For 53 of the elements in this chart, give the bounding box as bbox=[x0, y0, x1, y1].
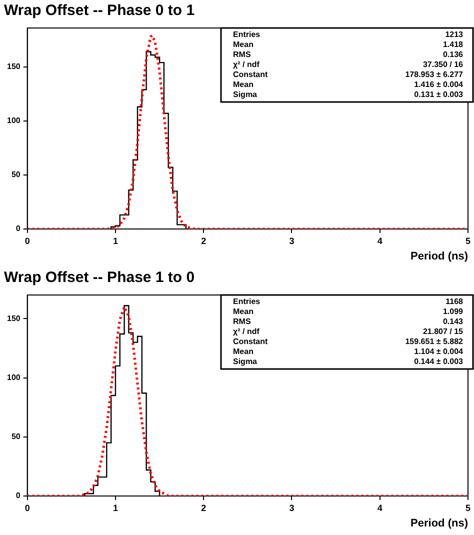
y-tick-label: 100 bbox=[6, 372, 21, 382]
x-axis-title: Period (ns) bbox=[410, 250, 468, 262]
annotation: Constant bbox=[233, 337, 268, 346]
y-tick-label: 50 bbox=[11, 170, 21, 180]
annotation: Sigma bbox=[233, 357, 258, 366]
x-axis-title: Period (ns) bbox=[410, 517, 468, 530]
y-tick-label: 0 bbox=[16, 224, 21, 234]
annotation: 0.131 ± 0.003 bbox=[414, 90, 464, 100]
annotation: 21.807 / 15 bbox=[422, 327, 464, 336]
annotation: 1.099 bbox=[442, 307, 464, 316]
x-tick-label: 5 bbox=[465, 236, 471, 246]
chart-title: Wrap Offset -- Phase 1 to 0 bbox=[4, 269, 195, 286]
y-tick-label: 150 bbox=[6, 314, 21, 323]
x-tick-label: 2 bbox=[201, 502, 206, 513]
x-tick-label: 4 bbox=[377, 502, 382, 513]
annotation: 1.104 ± 0.004 bbox=[414, 347, 464, 356]
annotation: 0.144 ± 0.003 bbox=[414, 357, 464, 366]
x-tick-label: 4 bbox=[377, 236, 382, 246]
y-tick-label: 50 bbox=[11, 432, 21, 442]
annotation: RMS bbox=[233, 50, 252, 60]
annotation: χ² / ndf bbox=[233, 60, 260, 70]
annotation: 159.651 ± 5.882 bbox=[405, 337, 464, 346]
annotation: 1168 bbox=[446, 297, 464, 306]
annotation: Mean bbox=[233, 307, 254, 316]
annotation: Mean bbox=[233, 347, 254, 356]
x-tick-label: 5 bbox=[465, 502, 471, 513]
annotation: 0.136 bbox=[442, 50, 464, 60]
x-tick-label: 3 bbox=[289, 236, 294, 246]
y-tick-label: 150 bbox=[6, 62, 21, 72]
annotation: 1.418 bbox=[442, 40, 464, 50]
annotation: 0.143 bbox=[442, 317, 464, 326]
x-tick-label: 1 bbox=[112, 236, 118, 246]
y-tick-label: 0 bbox=[16, 491, 21, 500]
annotation: Mean bbox=[233, 40, 254, 50]
x-tick-label: 0 bbox=[24, 502, 30, 513]
annotation: Sigma bbox=[233, 90, 258, 100]
annotation: χ² / ndf bbox=[233, 327, 260, 336]
annotation: RMS bbox=[233, 317, 252, 326]
x-tick-label: 3 bbox=[289, 502, 294, 513]
annotation: Constant bbox=[233, 70, 268, 80]
x-tick-label: 1 bbox=[112, 502, 118, 513]
annotation: Entries bbox=[233, 297, 261, 306]
y-tick-label: 100 bbox=[6, 116, 21, 126]
x-tick-label: 0 bbox=[24, 236, 30, 246]
annotation: 37.350 / 16 bbox=[422, 60, 464, 70]
chart-title: Wrap Offset -- Phase 0 to 1 bbox=[4, 2, 195, 20]
annotation: Mean bbox=[233, 80, 254, 90]
x-tick-label: 2 bbox=[201, 236, 206, 246]
line-series bbox=[27, 306, 468, 496]
annotation: 1.416 ± 0.004 bbox=[414, 80, 464, 90]
annotation: 178.953 ± 6.277 bbox=[405, 70, 464, 80]
annotation: 1213 bbox=[445, 30, 464, 40]
annotation: Entries bbox=[233, 30, 261, 40]
